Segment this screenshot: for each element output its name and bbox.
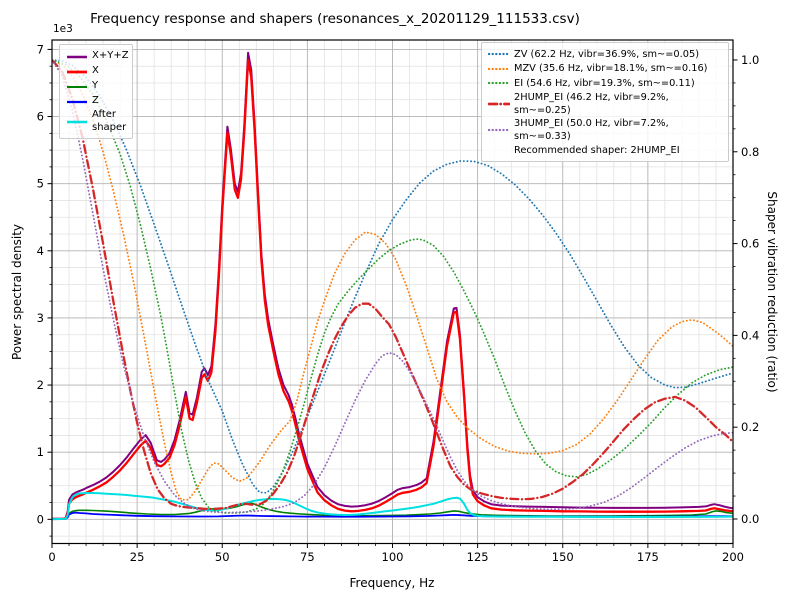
series-after_shaper-line [52,492,733,521]
y-left-tick-label: 6 [37,110,44,124]
legend-line-sample-y [67,85,87,88]
series-xyz-line [52,51,733,520]
series-2HUMP_EI-line [52,58,733,511]
x-axis-label: Frequency, Hz [349,576,435,590]
y-left-tick-label: 2 [37,378,44,392]
tick-marks [47,48,738,548]
series-EI-line [52,59,733,514]
legend-line-sample-z [67,100,87,103]
y-right-tick-label: 1.0 [741,53,759,67]
legend-entry-after_shaper: After shaper [66,109,127,134]
legend-line-sample-3HUMP_EI [488,128,510,131]
legend-shapers: ZV (62.2 Hz, vibr=36.9%, sm~=0.05) MZV (3… [481,42,729,163]
legend-line-sample-MZV [488,67,510,70]
y-left-tick-label: 3 [37,311,44,325]
legend-entry-ZV: ZV (62.2 Hz, vibr=36.9%, sm~=0.05) [488,47,722,62]
chart-title: Frequency response and shapers (resonanc… [90,11,580,27]
series-ZV-line [52,59,733,494]
y-axis-offset-label: 1e3 [53,23,73,35]
legend-entry-EI: EI (54.6 Hz, vibr=19.3%, sm~=0.11) [488,76,722,91]
legend-entry-2HUMP_EI: 2HUMP_EI (46.2 Hz, vibr=9.2%, sm~=0.25) [488,91,722,117]
y-left-tick-label: 5 [37,177,44,191]
series-MZV-line [52,59,733,501]
legend-label-y: Y [92,80,99,92]
legend-label-xyz: X+Y+Z [92,50,129,62]
legend-line-sample-xyz [67,55,87,58]
y-right-tick-label: 0.0 [741,512,759,526]
legend-line-sample-x [67,70,87,73]
legend-label-x: X [92,65,99,77]
legend-entry-z: Z [66,94,127,109]
legend-label-z: Z [92,95,99,107]
y-left-tick-label: 0 [37,512,44,526]
legend-label-2HUMP_EI: 2HUMP_EI (46.2 Hz, vibr=9.2%, sm~=0.25) [514,91,669,116]
legend-label-ZV: ZV (62.2 Hz, vibr=36.9%, sm~=0.05) [514,48,700,60]
x-tick-label: 0 [48,550,55,564]
tick-labels: 0 25 50 75 100 125 150 175 200 0 1 2 3 4 5 6 7 0.0 0.2 0.4 0… [37,42,760,564]
legend-label-MZV: MZV (35.6 Hz, vibr=18.1%, sm~=0.16) [514,63,708,75]
y-left-tick-label: 7 [37,42,44,56]
y-right-tick-label: 0.4 [741,328,759,342]
legend-label-3HUMP_EI: 3HUMP_EI (50.0 Hz, vibr=7.2%, sm~=0.33) [514,117,669,142]
y-right-tick-label: 0.6 [741,237,759,251]
x-tick-label: 125 [467,550,489,564]
x-tick-label: 100 [382,550,404,564]
x-tick-label: 200 [722,550,744,564]
y-left-tick-label: 1 [37,445,44,459]
legend-label-after_shaper: After shaper [92,109,127,133]
x-tick-label: 75 [300,550,315,564]
legend-line-sample-after_shaper [67,120,87,123]
y-right-axis-label: Shaper vibration reduction (ratio) [765,191,779,393]
legend-entry-xyz: X+Y+Z [66,49,129,64]
y-left-axis-label: Power spectral density [10,223,24,361]
legend-entry-MZV: MZV (35.6 Hz, vibr=18.1%, sm~=0.16) [488,62,722,77]
x-tick-label: 25 [130,550,145,564]
legend-entry-3HUMP_EI: 3HUMP_EI (50.0 Hz, vibr=7.2%, sm~=0.33) [488,117,722,143]
legend-entry-x: X [66,64,127,79]
x-tick-label: 150 [552,550,574,564]
legend-recommended-shaper-label: Recommended shaper: 2HUMP_EI [514,144,680,156]
legend-recommended-shaper-row: Recommended shaper: 2HUMP_EI [488,143,722,158]
x-tick-label: 175 [637,550,659,564]
x-tick-label: 50 [215,550,230,564]
legend-entry-y: Y [66,79,127,94]
y-right-tick-label: 0.8 [741,145,759,159]
legend-label-EI: EI (54.6 Hz, vibr=19.3%, sm~=0.11) [514,77,695,89]
legend-note-spacer [488,150,510,151]
legend-line-sample-EI [488,82,510,85]
y-right-tick-label: 0.2 [741,420,759,434]
y-left-tick-label: 4 [37,244,44,258]
legend-line-sample-ZV [488,53,510,56]
legend-line-sample-2HUMP_EI [488,102,510,106]
legend-psd: X+Y+Z X Y Z After shaper [59,44,133,139]
data-lines [52,51,733,521]
